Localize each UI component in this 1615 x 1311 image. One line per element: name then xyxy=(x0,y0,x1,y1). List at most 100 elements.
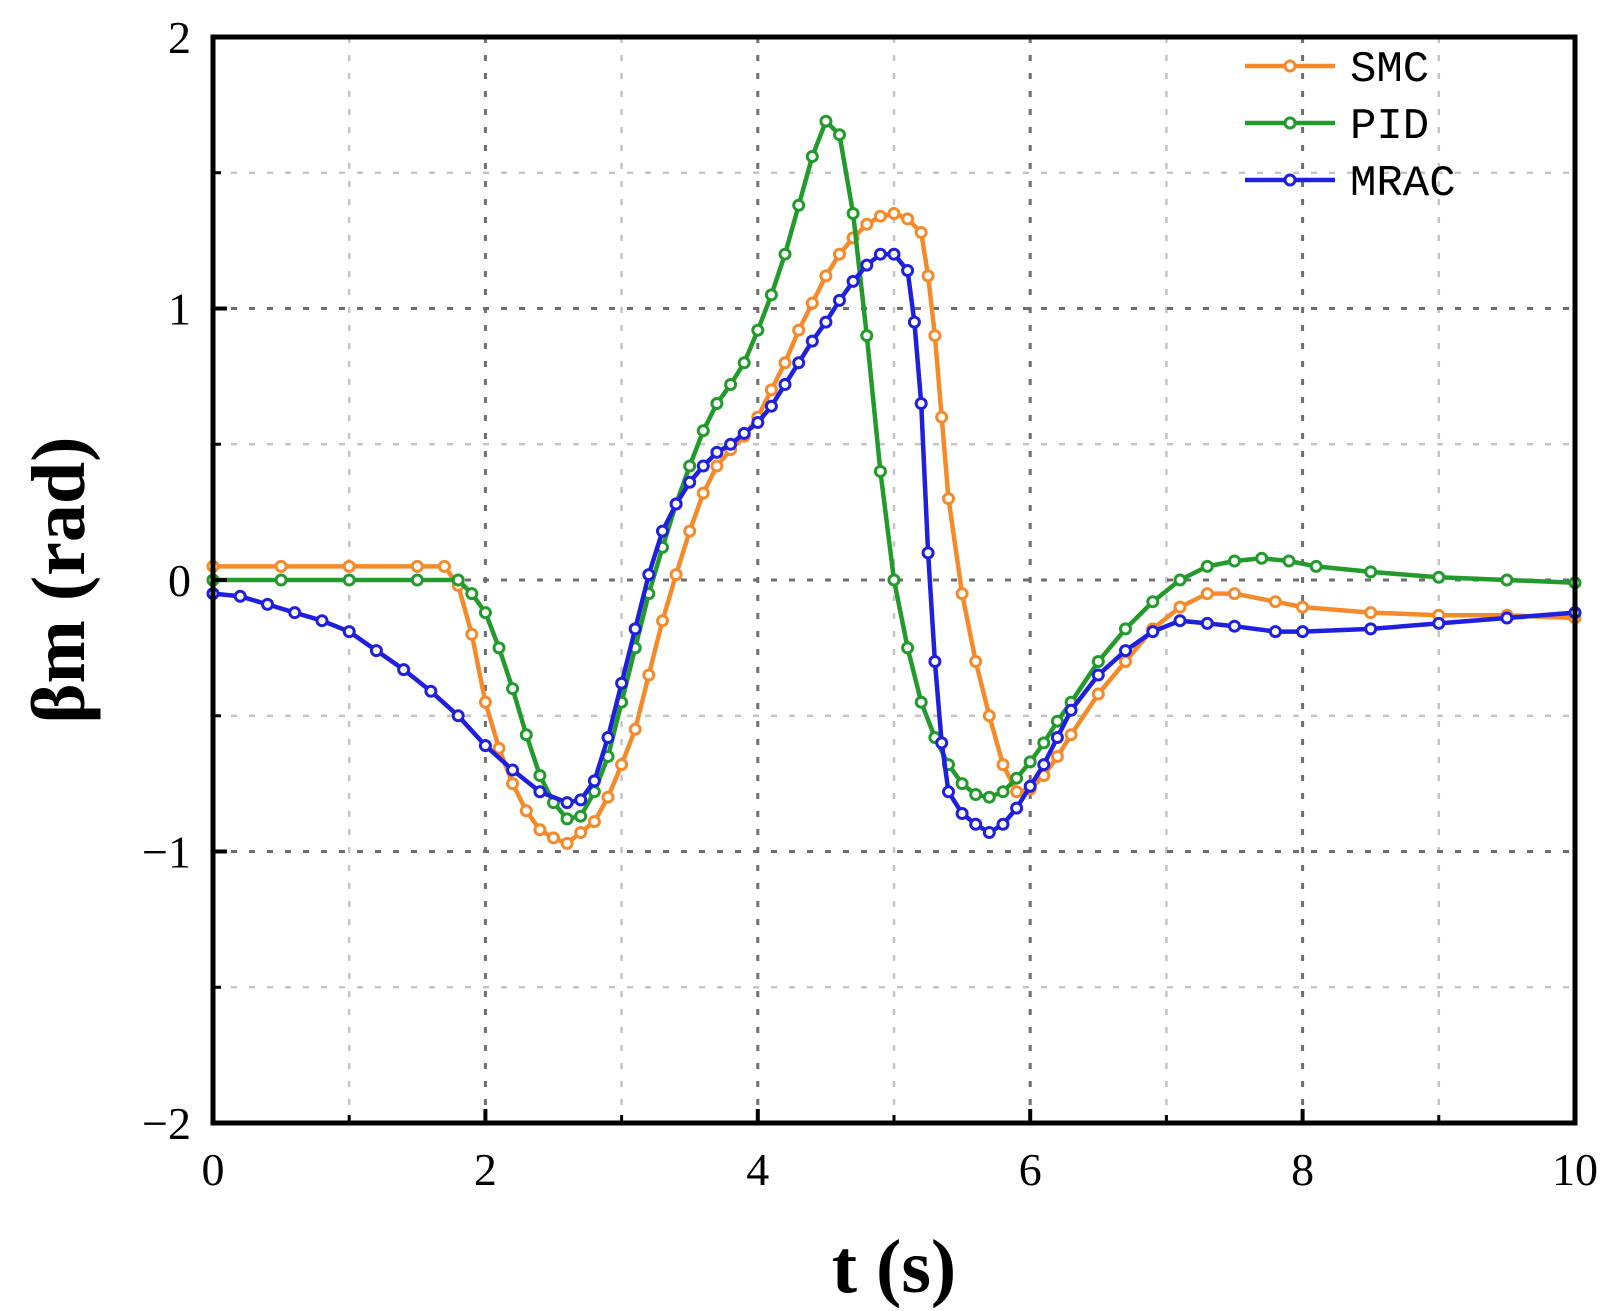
data-point xyxy=(1200,616,1214,630)
data-point xyxy=(914,695,928,709)
data-point xyxy=(955,777,969,791)
data-point xyxy=(710,459,724,473)
data-point xyxy=(642,568,656,582)
data-point xyxy=(969,817,983,831)
series-layer xyxy=(206,114,1582,850)
data-point xyxy=(846,274,860,288)
x-tick-label: 6 xyxy=(1019,1144,1042,1195)
data-point xyxy=(1228,554,1241,568)
legend-label: MRAC xyxy=(1350,159,1456,209)
data-point xyxy=(683,475,697,489)
data-point xyxy=(233,589,247,603)
data-point xyxy=(288,606,302,620)
data-point xyxy=(1146,625,1160,639)
data-point xyxy=(478,695,492,709)
data-point xyxy=(1119,622,1132,636)
data-point xyxy=(451,709,465,723)
data-point xyxy=(1500,573,1514,587)
data-point xyxy=(519,728,533,742)
y-tick-label: −1 xyxy=(142,827,191,878)
data-point xyxy=(860,329,874,343)
data-point xyxy=(1010,801,1024,815)
legend: SMC PID MRAC xyxy=(1245,45,1456,209)
data-point xyxy=(805,150,819,163)
data-point xyxy=(887,573,901,587)
data-point xyxy=(1500,611,1514,625)
data-point xyxy=(819,315,833,329)
y-tick-label: 2 xyxy=(168,12,191,63)
legend-swatch-marker xyxy=(1283,173,1297,187)
data-point xyxy=(996,817,1010,831)
data-point xyxy=(492,741,506,755)
series-mrac xyxy=(206,247,1582,839)
data-point xyxy=(656,524,669,538)
data-point xyxy=(1050,714,1064,728)
data-point xyxy=(1228,587,1241,601)
data-point xyxy=(696,424,710,438)
data-point xyxy=(533,785,547,799)
data-point xyxy=(1228,619,1241,633)
data-point xyxy=(342,559,356,573)
data-point xyxy=(737,426,751,440)
data-point xyxy=(928,329,942,343)
data-point xyxy=(1296,600,1310,614)
data-point xyxy=(1173,600,1187,614)
data-point xyxy=(1255,551,1269,565)
data-point xyxy=(1023,755,1037,769)
data-point xyxy=(1023,779,1037,793)
data-point xyxy=(506,763,520,777)
data-point xyxy=(901,264,915,277)
legend-item-mrac: MRAC xyxy=(1245,159,1456,209)
data-point xyxy=(819,114,833,128)
data-point xyxy=(1296,625,1310,639)
data-point xyxy=(669,497,683,511)
data-point xyxy=(955,807,969,820)
data-point xyxy=(860,217,874,231)
data-point xyxy=(1173,573,1187,587)
legend-label: SMC xyxy=(1350,45,1429,95)
data-point xyxy=(506,682,520,696)
data-point xyxy=(792,198,806,212)
legend-label: PID xyxy=(1350,102,1429,152)
data-point xyxy=(274,573,288,587)
y-axis-title: βm (rad) xyxy=(17,437,101,724)
data-point xyxy=(628,622,642,636)
data-point xyxy=(410,573,424,587)
data-point xyxy=(1037,736,1051,750)
data-point xyxy=(737,356,751,370)
data-point xyxy=(342,625,356,639)
data-point xyxy=(1432,616,1446,630)
data-point xyxy=(955,587,969,601)
data-point xyxy=(451,573,465,587)
data-point xyxy=(833,293,846,307)
data-point xyxy=(901,212,915,226)
data-point xyxy=(1010,771,1024,785)
data-point xyxy=(1268,595,1282,609)
data-point xyxy=(274,559,288,573)
data-point xyxy=(778,378,792,391)
data-point xyxy=(751,323,765,337)
data-point xyxy=(560,812,574,826)
data-point xyxy=(860,258,874,272)
data-point xyxy=(764,399,778,413)
data-point xyxy=(1119,655,1132,668)
data-point xyxy=(710,445,724,459)
data-point xyxy=(914,226,928,239)
data-point xyxy=(642,668,656,682)
data-point xyxy=(601,790,615,804)
data-point xyxy=(1364,565,1378,579)
data-point xyxy=(887,247,901,261)
y-tick-label: 0 xyxy=(168,555,191,606)
data-point xyxy=(982,790,996,804)
data-point xyxy=(873,247,887,261)
data-point xyxy=(683,524,697,538)
data-point xyxy=(1146,595,1160,609)
data-point xyxy=(696,486,710,500)
y-tick-label: −2 xyxy=(142,1098,191,1149)
data-point xyxy=(969,788,983,801)
series-pid xyxy=(206,114,1582,826)
data-point xyxy=(1364,606,1378,620)
data-point xyxy=(1200,559,1214,573)
data-point xyxy=(887,207,901,220)
data-point xyxy=(683,459,697,473)
